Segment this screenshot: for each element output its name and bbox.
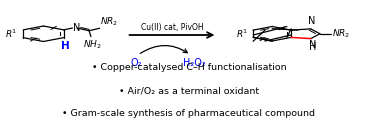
Text: N: N [73, 23, 81, 33]
Text: H: H [309, 42, 317, 52]
Text: H: H [61, 41, 70, 51]
Text: $NR_2$: $NR_2$ [101, 15, 119, 28]
Text: N: N [308, 16, 315, 26]
Text: • Air/O₂ as a terminal oxidant: • Air/O₂ as a terminal oxidant [119, 86, 259, 95]
Text: • Copper-catalysed C–H functionalisation: • Copper-catalysed C–H functionalisation [92, 64, 286, 72]
Text: $NR_2$: $NR_2$ [332, 28, 351, 40]
Text: N: N [309, 40, 317, 50]
Text: • Gram-scale synthesis of pharmaceutical compound: • Gram-scale synthesis of pharmaceutical… [62, 108, 316, 118]
Text: $NH_2$: $NH_2$ [83, 38, 102, 51]
Text: Cu(II) cat, PivOH: Cu(II) cat, PivOH [141, 23, 203, 32]
Text: H₂O₂: H₂O₂ [183, 58, 206, 68]
Text: $R^1$: $R^1$ [5, 28, 18, 40]
Text: O₂: O₂ [130, 58, 142, 68]
Text: $R^1$: $R^1$ [235, 28, 248, 40]
